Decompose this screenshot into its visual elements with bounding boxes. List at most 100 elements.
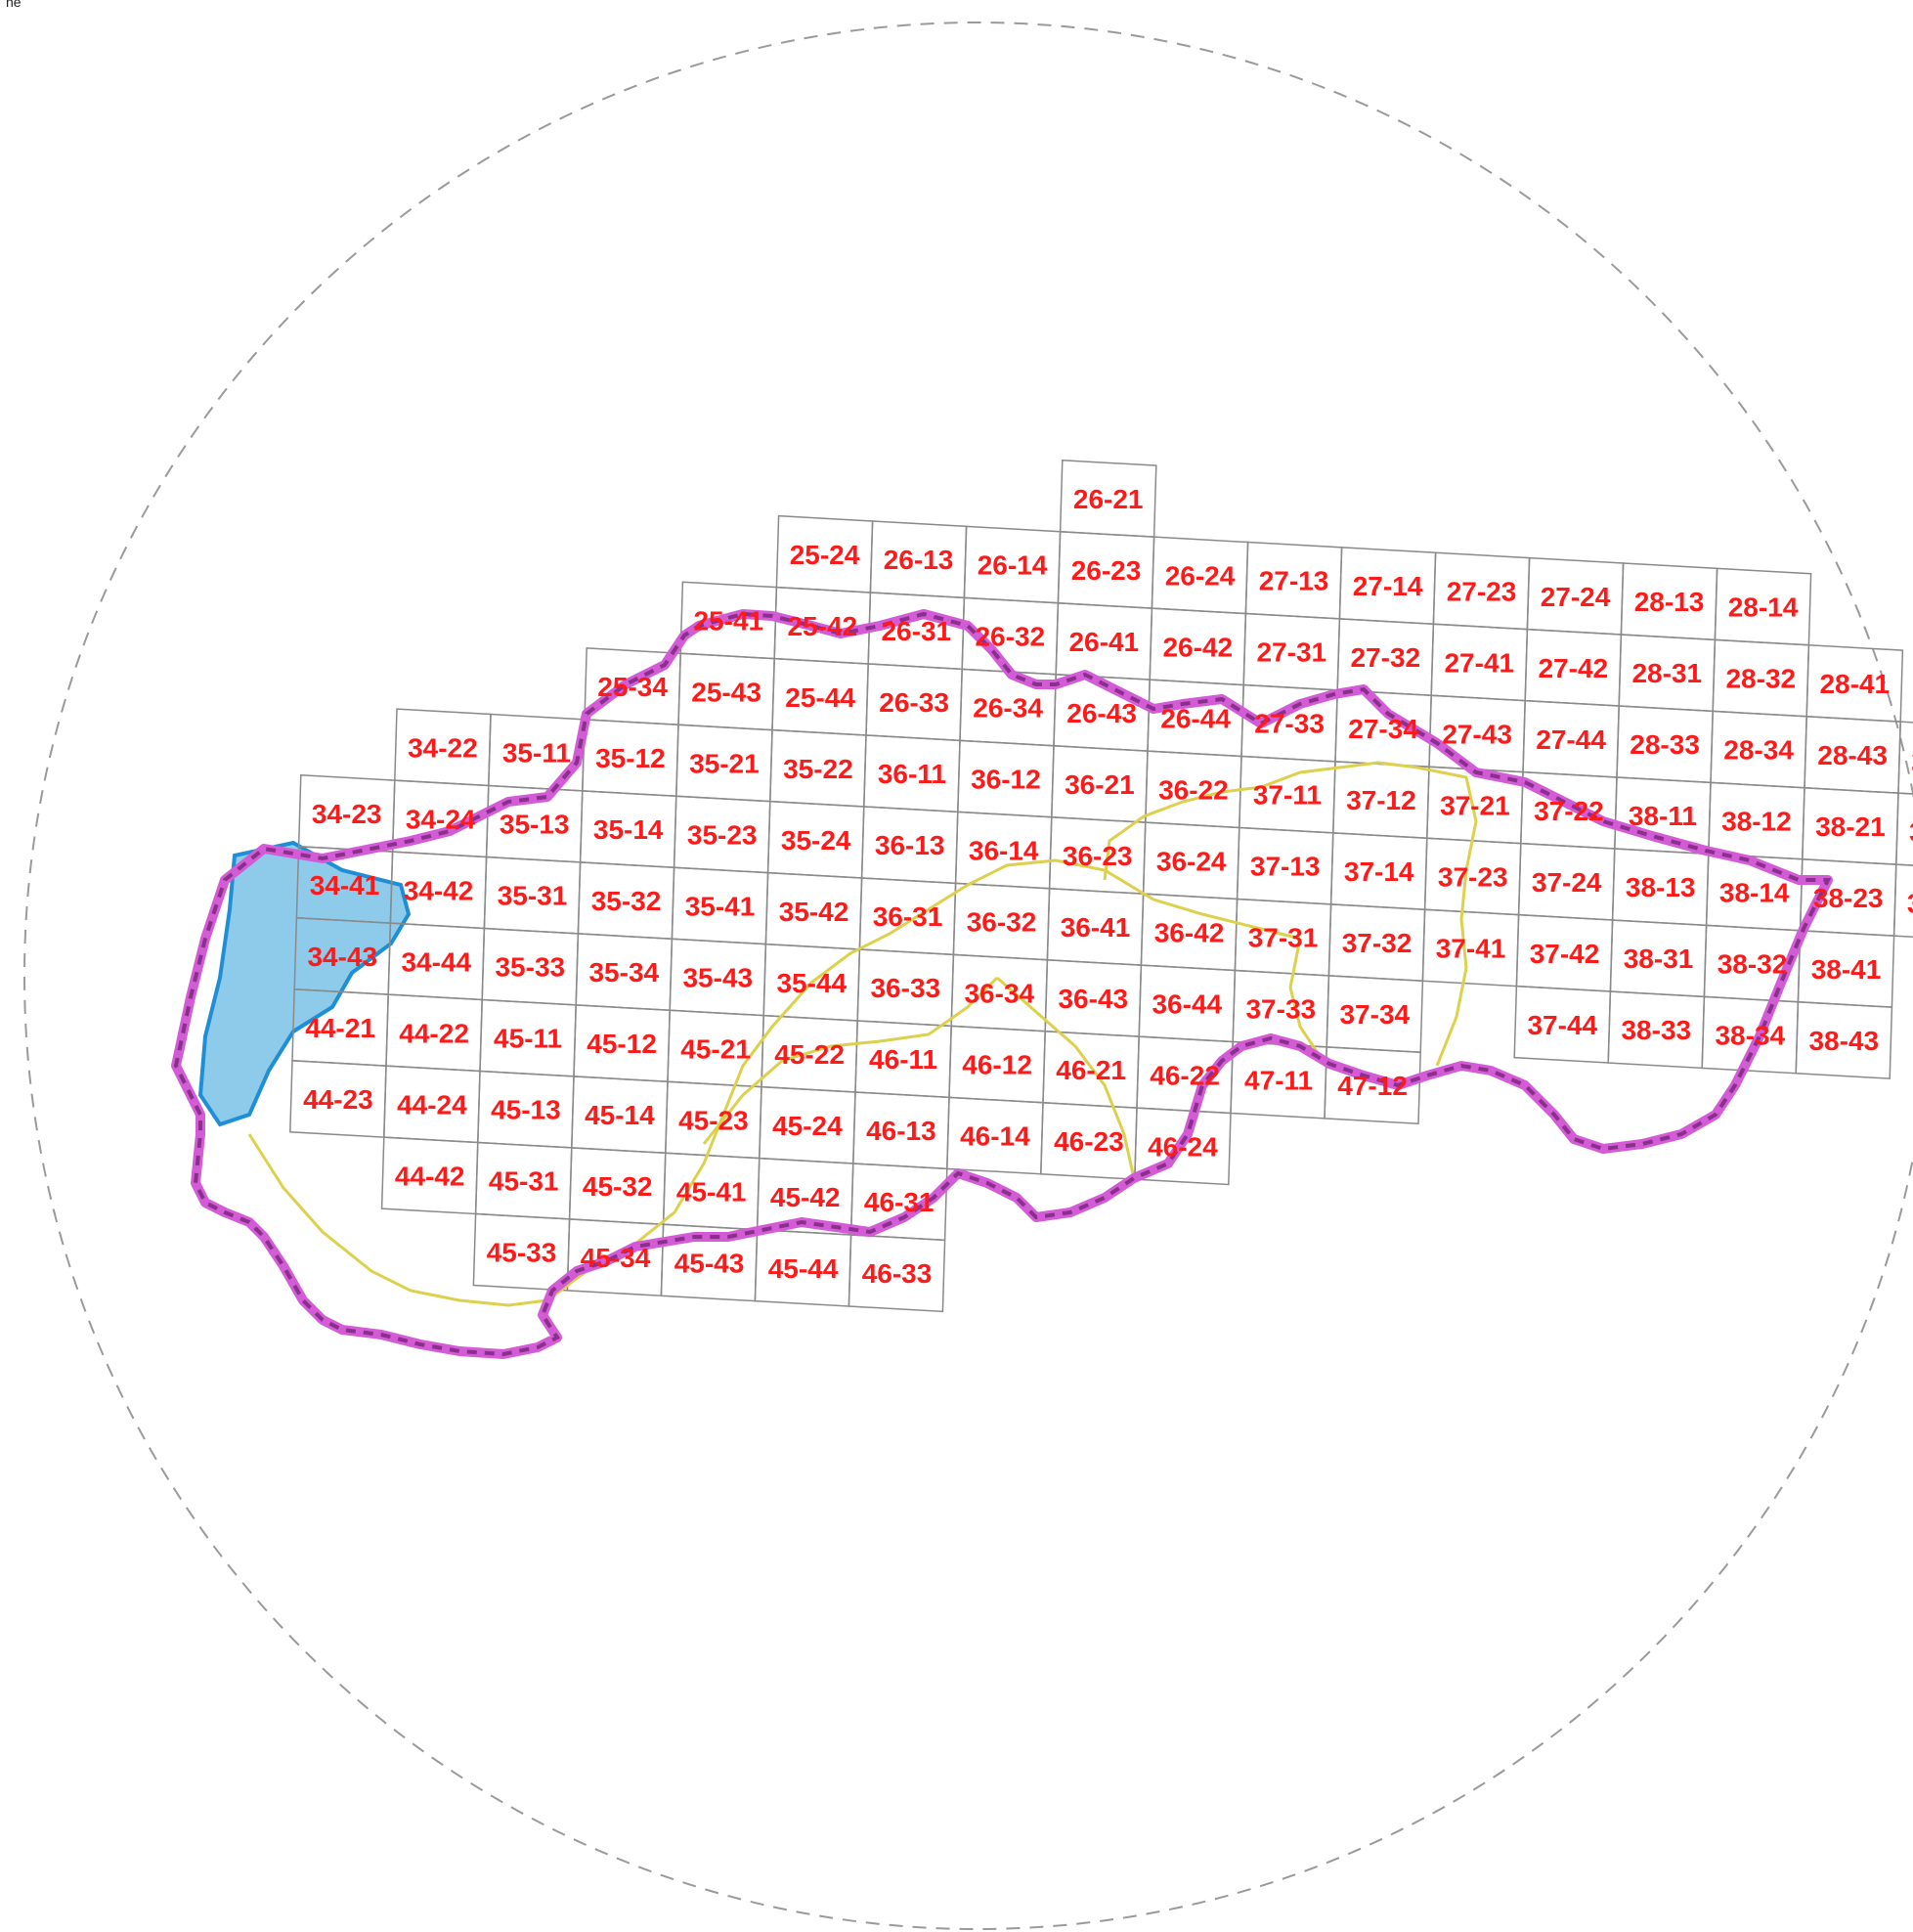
sheet-label-27-14: 27-14	[1353, 571, 1423, 601]
sheet-label-45-31: 45-31	[489, 1166, 559, 1197]
sheet-label-45-34: 45-34	[581, 1243, 651, 1273]
sheet-label-46-24: 46-24	[1148, 1131, 1218, 1162]
sheet-label-38-21: 38-21	[1815, 812, 1886, 842]
sheet-cell-28-44	[1897, 721, 1913, 795]
sheet-label-47-11: 47-11	[1244, 1066, 1313, 1096]
sheet-label-26-24: 26-24	[1165, 560, 1236, 591]
sheet-label-36-44: 36-44	[1152, 988, 1222, 1019]
sheet-label-37-41: 37-41	[1436, 934, 1506, 964]
sheet-label-25-41: 25-41	[693, 605, 763, 636]
sheet-label-45-44: 45-44	[768, 1253, 839, 1284]
sheet-label-35-24: 35-24	[781, 825, 851, 856]
sheet-label-26-32: 26-32	[975, 622, 1045, 652]
sheet-label-27-23: 27-23	[1447, 577, 1517, 607]
sheet-label-36-12: 36-12	[971, 765, 1041, 795]
sheet-label-37-42: 37-42	[1530, 939, 1600, 969]
sheet-label-25-42: 25-42	[787, 611, 857, 641]
sheet-labels: 26-21 25-24 26-13 26-14 26-23 26-24 27-13 27-14…	[303, 484, 1913, 1289]
sheet-label-35-13: 35-13	[500, 810, 570, 840]
sheet-label-34-44: 34-44	[401, 946, 471, 977]
sheet-label-26-44: 26-44	[1160, 703, 1231, 733]
sheet-label-27-33: 27-33	[1254, 709, 1325, 739]
sheet-label-34-24: 34-24	[406, 804, 476, 834]
sheet-label-26-34: 26-34	[973, 693, 1043, 724]
sheet-label-27-43: 27-43	[1442, 720, 1512, 750]
sheet-label-36-21: 36-21	[1065, 769, 1135, 800]
sheet-cell-46-33	[848, 1234, 946, 1313]
sheet-label-37-21: 37-21	[1440, 791, 1510, 821]
sheet-label-36-14: 36-14	[969, 836, 1039, 866]
sheet-label-26-14: 26-14	[978, 550, 1048, 581]
sheet-label-37-11: 37-11	[1253, 780, 1322, 811]
sheet-label-25-44: 25-44	[785, 682, 855, 713]
country-border-line	[173, 611, 1832, 1357]
sheet-label-47-12: 47-12	[1337, 1071, 1408, 1101]
sheet-label-46-21: 46-21	[1056, 1055, 1126, 1085]
sheet-cell-38-24	[1892, 863, 1913, 938]
sheet-label-36-32: 36-32	[967, 907, 1037, 938]
sheet-label-27-41: 27-41	[1444, 648, 1514, 679]
sheet-label-37-22: 37-22	[1534, 796, 1604, 826]
sheet-label-45-43: 45-43	[674, 1248, 745, 1278]
sheet-label-28-43: 28-43	[1817, 740, 1888, 770]
inner-boundary-4	[1103, 761, 1478, 1067]
sheet-label-28-32: 28-32	[1725, 664, 1796, 694]
sheet-label-35-42: 35-42	[779, 897, 849, 927]
sheet-label-35-41: 35-41	[685, 891, 756, 921]
sheet-label-45-32: 45-32	[583, 1171, 653, 1202]
sheet-label-37-44: 37-44	[1527, 1010, 1597, 1040]
sheet-label-36-11: 36-11	[878, 759, 946, 789]
sheet-label-45-24: 45-24	[772, 1111, 843, 1141]
sheet-label-38-24: 38-24	[1907, 888, 1913, 918]
sheet-label-26-41: 26-41	[1068, 627, 1139, 657]
sheet-label-46-23: 46-23	[1054, 1126, 1124, 1157]
inner-boundary-2	[546, 858, 1301, 1302]
coverage-circle	[23, 22, 1913, 1930]
sheet-label-27-34: 27-34	[1348, 714, 1418, 744]
sheet-label-35-31: 35-31	[498, 881, 568, 911]
inner-boundary-1	[247, 1133, 548, 1307]
sheet-label-28-14: 28-14	[1728, 593, 1799, 623]
sheet-label-46-11: 46-11	[869, 1044, 937, 1075]
sheet-label-36-42: 36-42	[1154, 917, 1225, 947]
inner-boundary-6	[996, 976, 1136, 1179]
sheet-label-44-21: 44-21	[305, 1013, 375, 1043]
sheet-label-44-42: 44-42	[395, 1161, 465, 1191]
sheet-label-38-12: 38-12	[1721, 807, 1792, 837]
inner-boundary-5	[1288, 938, 1322, 1057]
sheet-label-37-23: 37-23	[1438, 862, 1508, 893]
sheet-label-36-22: 36-22	[1158, 774, 1229, 805]
sheet-label-28-33: 28-33	[1630, 729, 1700, 760]
sheet-label-34-41: 34-41	[310, 870, 380, 900]
sheet-label-27-31: 27-31	[1256, 637, 1326, 668]
sheet-label-46-22: 46-22	[1150, 1060, 1220, 1090]
sheet-label-38-14: 38-14	[1719, 878, 1790, 908]
sheet-label-45-12: 45-12	[587, 1029, 657, 1059]
sheet-label-26-13: 26-13	[884, 545, 954, 575]
sheet-label-35-32: 35-32	[591, 886, 662, 916]
sheet-label-36-43: 36-43	[1058, 984, 1128, 1014]
sheet-label-36-24: 36-24	[1156, 846, 1227, 876]
sheet-label-34-23: 34-23	[312, 799, 382, 829]
sheet-label-28-44: 28-44	[1911, 745, 1913, 775]
sheet-label-37-33: 37-33	[1245, 994, 1316, 1025]
sheet-label-37-13: 37-13	[1250, 852, 1321, 882]
sheet-label-27-44: 27-44	[1536, 724, 1606, 755]
sheet-label-38-11: 38-11	[1629, 801, 1697, 831]
sheet-label-35-43: 35-43	[682, 962, 753, 992]
sheet-label-46-33: 46-33	[862, 1258, 933, 1289]
sheet-label-36-23: 36-23	[1063, 841, 1133, 871]
sheet-label-45-11: 45-11	[494, 1024, 562, 1054]
sheet-label-37-34: 37-34	[1339, 999, 1410, 1030]
sheet-label-25-34: 25-34	[597, 672, 668, 702]
sheet-label-38-41: 38-41	[1811, 954, 1882, 985]
sheet-label-35-33: 35-33	[495, 952, 565, 983]
sheet-label-38-13: 38-13	[1626, 872, 1696, 902]
sheet-label-38-33: 38-33	[1621, 1015, 1691, 1045]
inner-boundaries	[247, 761, 1478, 1307]
sheet-label-45-21: 45-21	[680, 1033, 751, 1064]
sheet-label-44-22: 44-22	[399, 1018, 469, 1048]
sheet-label-38-32: 38-32	[1717, 949, 1788, 980]
sheet-label-34-42: 34-42	[404, 875, 474, 905]
